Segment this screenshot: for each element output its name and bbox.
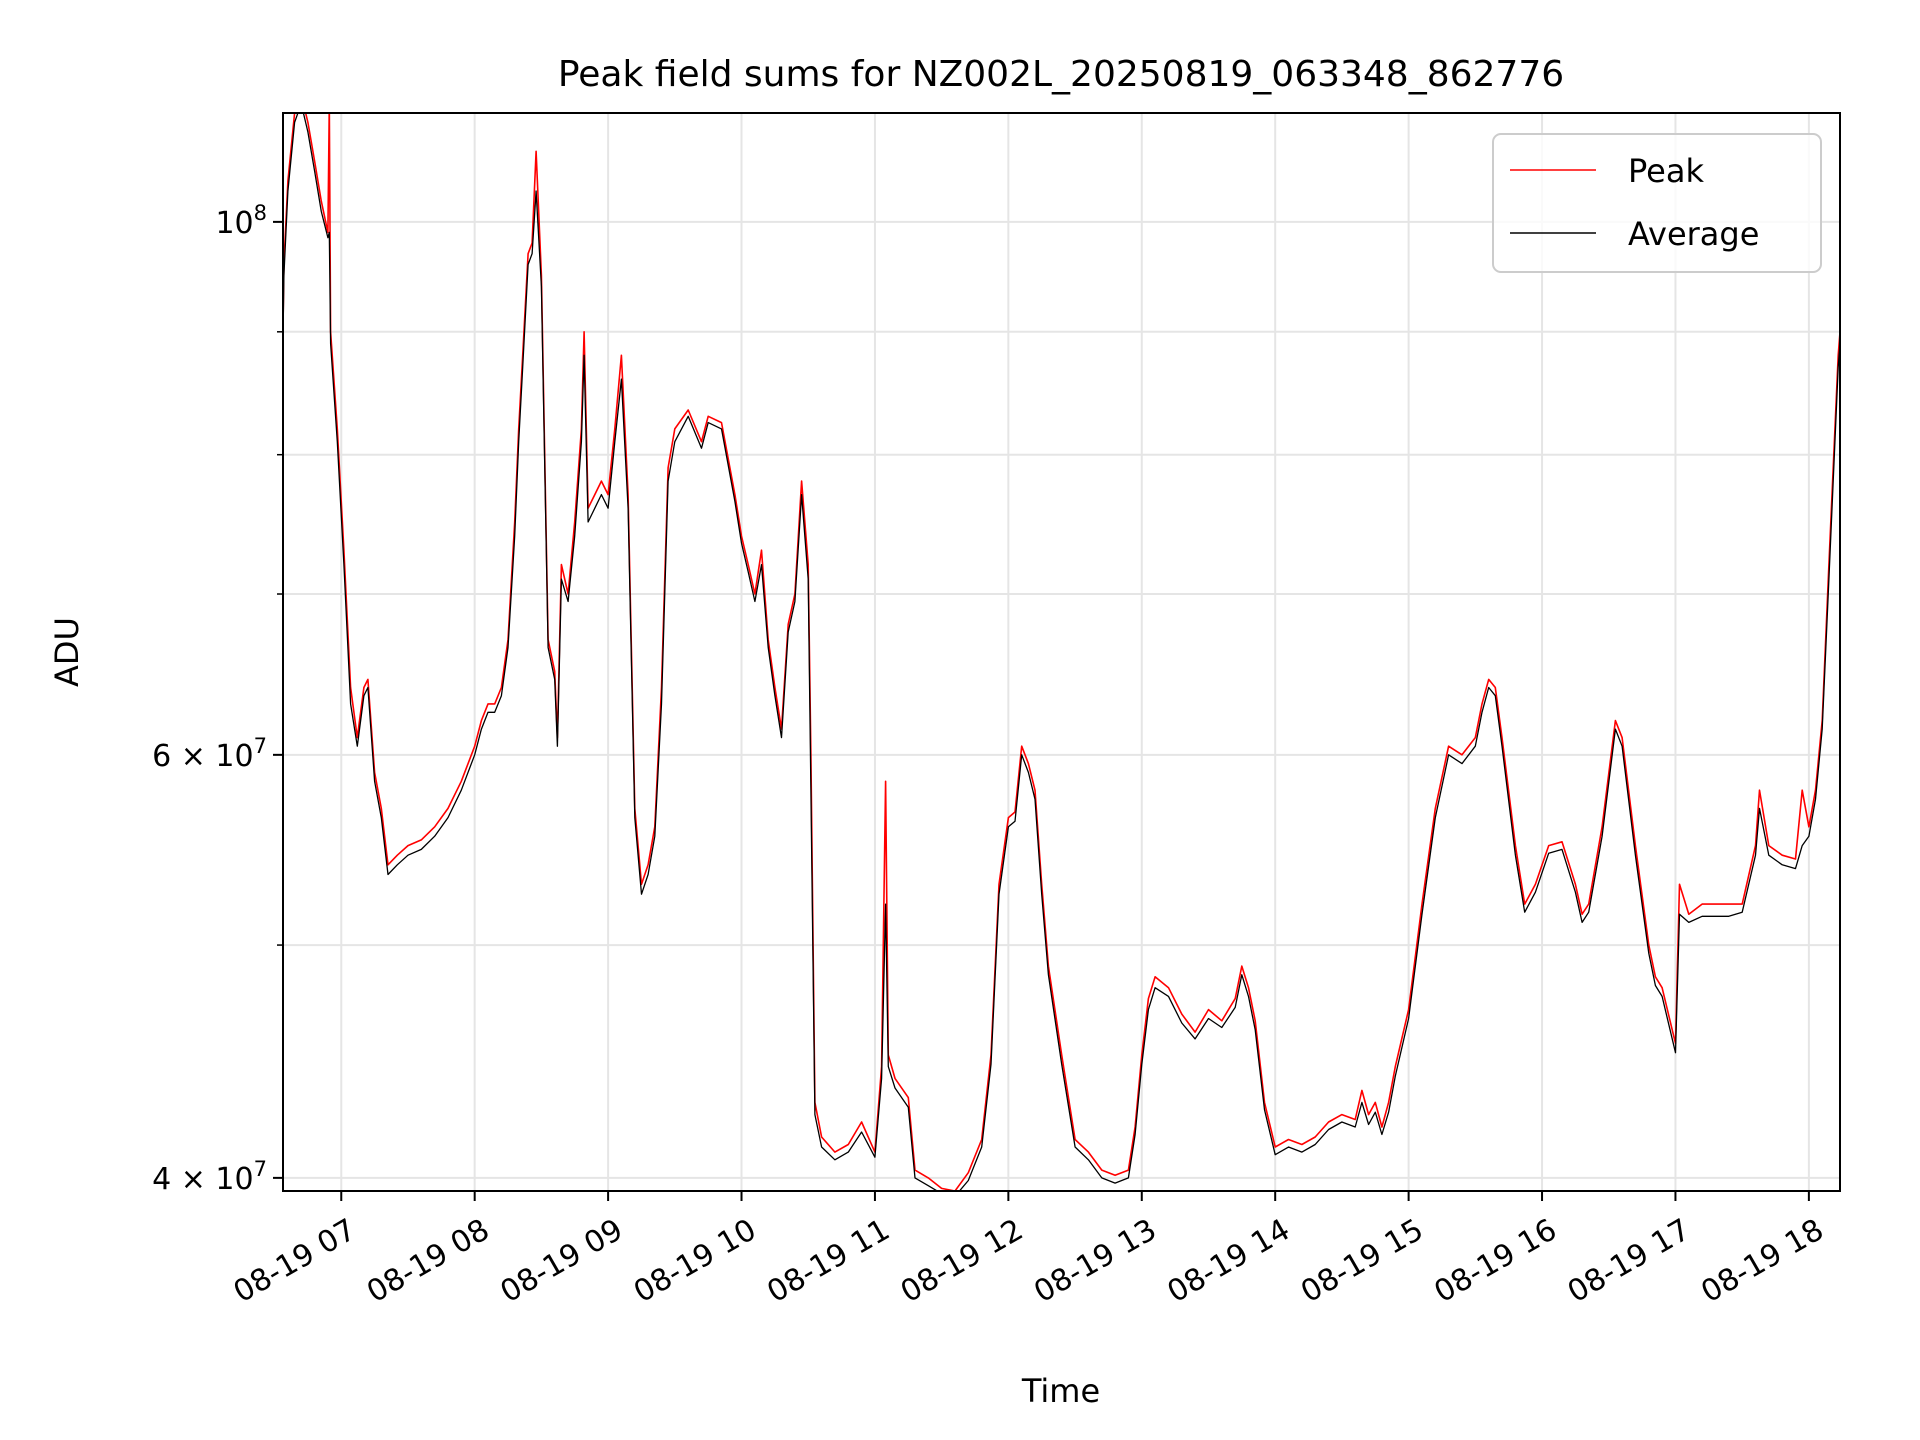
legend: Peak Average (1492, 133, 1822, 273)
grid (283, 113, 1840, 1191)
y-tick-label: 4 × 107 (152, 1157, 267, 1197)
y-tick-label: 6 × 107 (152, 734, 267, 774)
y-tick-label: 108 (215, 201, 267, 241)
plot-frame (282, 112, 1841, 1192)
series-line-average (283, 113, 1840, 1191)
y-axis-label: ADU (48, 617, 86, 687)
chart-title: Peak field sums for NZ002L_20250819_0633… (558, 54, 1564, 95)
series-line-peak (283, 113, 1840, 1191)
y-axis: 4 × 107 6 × 107 108 (152, 201, 283, 1197)
x-axis-label: Time (1021, 1372, 1100, 1410)
series-layer (283, 113, 1840, 1191)
legend-label-average: Average (1628, 215, 1759, 253)
legend-label-peak: Peak (1628, 152, 1704, 190)
legend-box (1492, 133, 1822, 273)
